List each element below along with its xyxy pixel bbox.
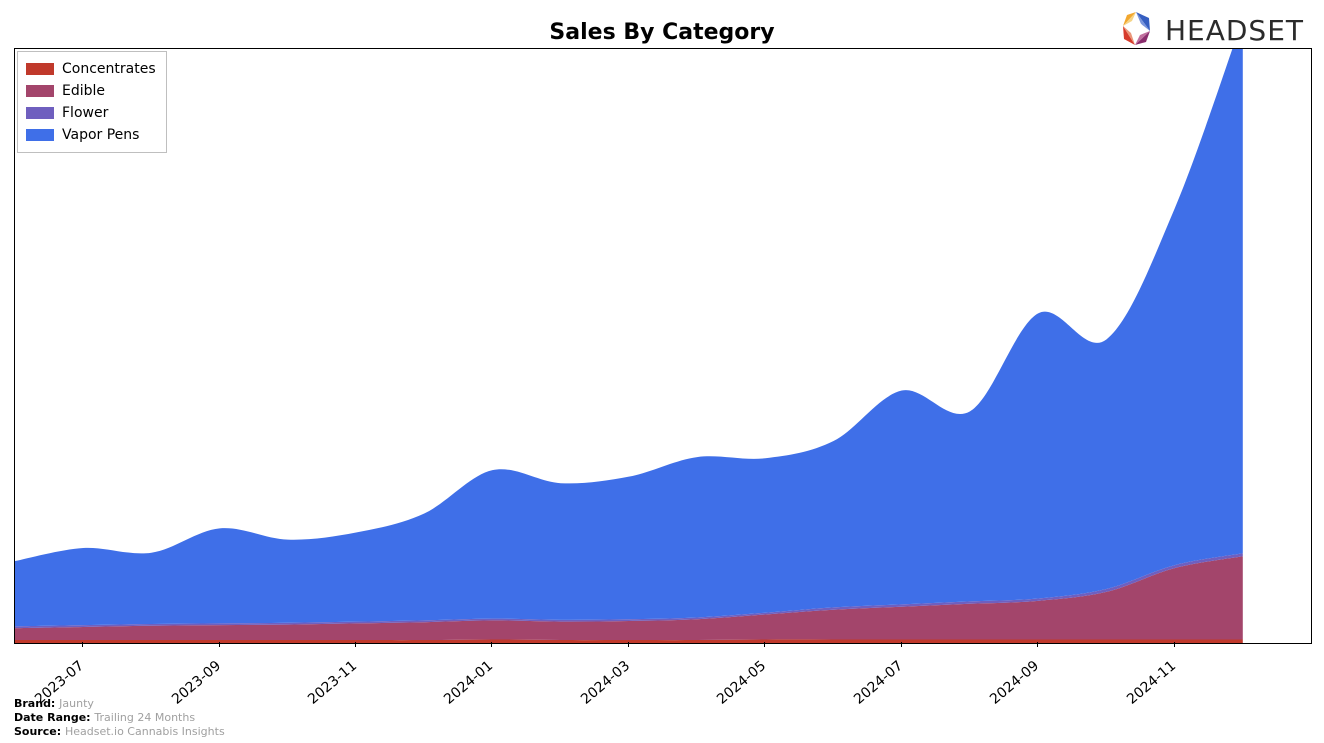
legend-item: Edible (26, 80, 156, 102)
footer-row: Brand: Jaunty (14, 697, 225, 711)
x-tick-label: 2024-07 (851, 658, 906, 708)
x-tick-label: 2024-09 (987, 658, 1042, 708)
area-chart-svg (15, 49, 1311, 643)
headset-logo-icon (1117, 8, 1157, 52)
footer-row: Source: Headset.io Cannabis Insights (14, 725, 225, 739)
legend-label: Edible (62, 80, 105, 102)
x-tick-mark (628, 642, 629, 647)
area-series (15, 49, 1243, 626)
footer-value: Jaunty (59, 697, 94, 710)
footer-value: Trailing 24 Months (94, 711, 195, 724)
x-tick-mark (1174, 642, 1175, 647)
legend-swatch (26, 63, 54, 75)
x-tick-mark (1037, 642, 1038, 647)
footer-key: Source: (14, 725, 65, 738)
chart-plot-area: ConcentratesEdibleFlowerVapor Pens (14, 48, 1312, 644)
footer-key: Date Range: (14, 711, 94, 724)
legend-label: Concentrates (62, 58, 156, 80)
legend-item: Vapor Pens (26, 124, 156, 146)
legend-swatch (26, 85, 54, 97)
headset-logo-text: HEADSET (1165, 14, 1304, 47)
legend-swatch (26, 129, 54, 141)
legend-item: Flower (26, 102, 156, 124)
headset-logo: HEADSET (1117, 8, 1304, 52)
legend-item: Concentrates (26, 58, 156, 80)
x-tick-label: 2023-11 (305, 658, 360, 708)
x-tick-mark (764, 642, 765, 647)
chart-legend: ConcentratesEdibleFlowerVapor Pens (17, 51, 167, 153)
footer-value: Headset.io Cannabis Insights (65, 725, 225, 738)
chart-footer: Brand: JauntyDate Range: Trailing 24 Mon… (14, 697, 225, 739)
x-tick-label: 2024-11 (1124, 658, 1179, 708)
footer-row: Date Range: Trailing 24 Months (14, 711, 225, 725)
x-tick-mark (355, 642, 356, 647)
x-tick-mark (491, 642, 492, 647)
x-tick-label: 2024-01 (442, 658, 497, 708)
legend-label: Vapor Pens (62, 124, 139, 146)
x-tick-label: 2024-05 (714, 658, 769, 708)
x-tick-label: 2024-03 (578, 658, 633, 708)
footer-key: Brand: (14, 697, 59, 710)
legend-swatch (26, 107, 54, 119)
x-tick-mark (219, 642, 220, 647)
x-tick-mark (901, 642, 902, 647)
legend-label: Flower (62, 102, 108, 124)
x-tick-mark (82, 642, 83, 647)
